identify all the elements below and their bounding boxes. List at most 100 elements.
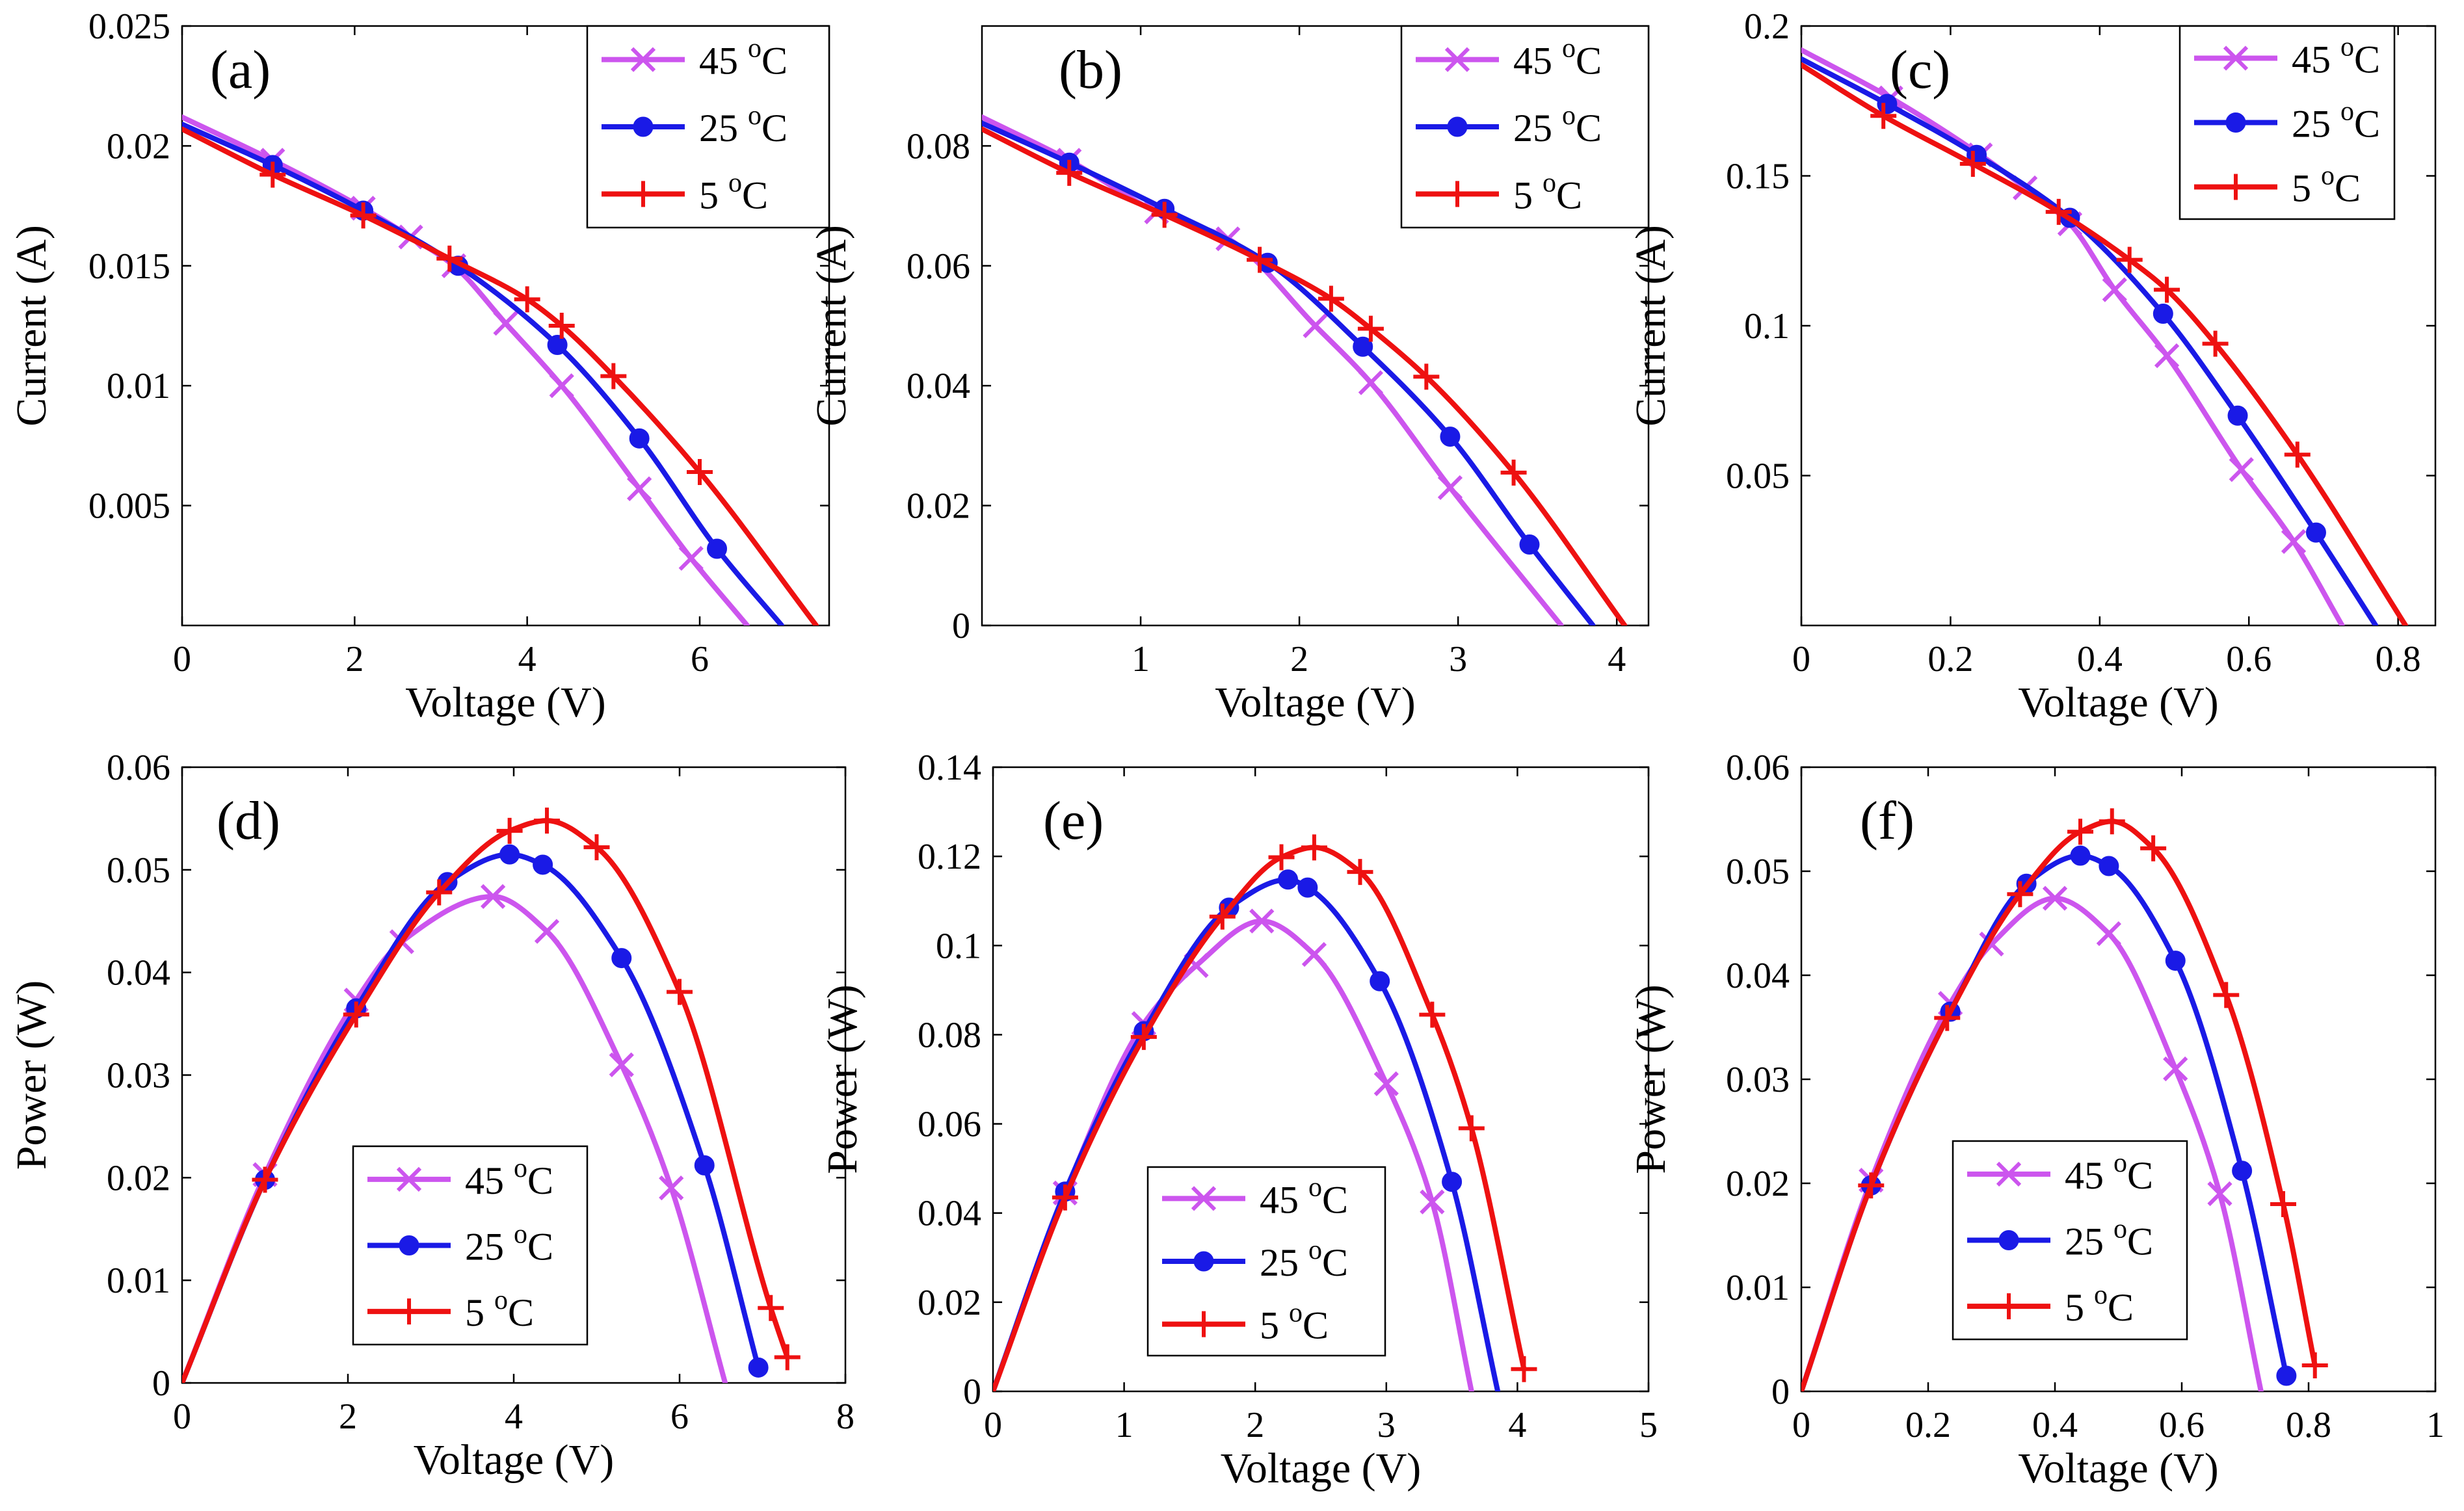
data-point-5C (1419, 1001, 1446, 1028)
data-point-5C (1511, 1356, 1537, 1382)
data-point-45C (1249, 908, 1275, 934)
legend-entry-25C: 25 oC (2065, 1215, 2153, 1263)
data-point-45C (2102, 277, 2127, 302)
data-point-45C (1373, 1071, 1399, 1096)
data-point-5C (2270, 1191, 2296, 1217)
legend-marker-25C (633, 116, 654, 137)
legend: 45 oC 25 oC 5 oC (1400, 25, 1650, 229)
y-tick-label: 0.06 (107, 748, 170, 788)
legend: 45 oC 25 oC 5 oC (352, 1145, 589, 1346)
y-tick-label: 0.04 (907, 366, 970, 406)
series-line-25C (982, 120, 1596, 625)
y-tick-label: 0.04 (918, 1194, 981, 1234)
legend: 45 oC 25 oC 5 oC (1952, 1140, 2188, 1341)
legend-entry-25C: 25 oC (699, 101, 788, 150)
legend-entry-25C: 25 oC (465, 1220, 553, 1268)
data-point-5C (1870, 103, 1897, 129)
data-point-25C (629, 428, 650, 449)
data-point-25C (1278, 869, 1299, 890)
legend-marker-45C (1444, 47, 1470, 72)
legend: 45 oC 25 oC 5 oC (586, 25, 830, 229)
data-point-25C (2070, 845, 2091, 866)
data-point-25C (547, 335, 568, 356)
data-point-45C (678, 545, 704, 571)
data-point-25C (1519, 534, 1540, 555)
x-axis-label: Voltage (V) (2018, 1445, 2219, 1492)
legend-marker-45C (396, 1166, 422, 1192)
y-tick-label: 0.05 (1726, 852, 1790, 892)
data-point-5C (583, 834, 610, 861)
series-line-5C (1801, 819, 2318, 1391)
x-tick-label: 0.8 (2286, 1405, 2331, 1445)
data-point-5C (2099, 808, 2125, 835)
x-tick-label: 2 (1290, 639, 1308, 679)
data-point-25C (2232, 1161, 2253, 1181)
legend-entry-45C: 45 oC (699, 34, 788, 83)
y-tick-label: 0.1 (936, 926, 981, 966)
legend-marker-25C (1998, 1230, 2019, 1250)
data-point-25C (2165, 951, 2186, 971)
data-point-5C (514, 286, 540, 313)
y-tick-label: 0.02 (907, 486, 970, 527)
data-point-25C (1440, 427, 1461, 447)
chart-panel-3: 0 0.2 0.4 0.6 0.8 0.05 0.1 0.15 0.2 Voltage (V) Cu… (1627, 7, 2437, 726)
chart-panel-1: 0 2 4 6 0.005 0.01 0.015 0.02 0.025 Voltage (V) Cu… (8, 7, 830, 726)
legend-marker-45C (630, 47, 656, 72)
data-point-5C (2154, 276, 2180, 303)
x-tick-label: 0 (984, 1405, 1002, 1445)
x-tick-label: 5 (1639, 1405, 1658, 1445)
y-tick-label: 0 (963, 1372, 981, 1412)
data-point-5C (1209, 903, 1236, 930)
legend-marker-5C (630, 181, 656, 207)
series-5C (1801, 62, 2409, 625)
data-point-5C (1052, 1184, 1078, 1211)
x-axis-label: Voltage (V) (405, 679, 606, 726)
legend-entry-5C: 5 oC (2292, 161, 2361, 210)
y-tick-label: 0.2 (1744, 7, 1790, 47)
y-axis-label: Power (W) (1627, 984, 1675, 1174)
legend-entry-5C: 5 oC (2065, 1280, 2134, 1329)
data-point-5C (252, 1166, 278, 1193)
data-point-5C (1247, 246, 1273, 273)
y-tick-label: 0.1 (1744, 306, 1790, 347)
legend-entry-45C: 45 oC (465, 1153, 553, 1202)
data-point-5C (436, 245, 463, 272)
panel-label: (e) (1043, 791, 1104, 851)
data-point-5C (2116, 246, 2143, 273)
data-point-25C (694, 1155, 715, 1176)
data-point-5C (1130, 1023, 1157, 1050)
data-point-5C (2067, 819, 2093, 845)
legend-marker-45C (2223, 46, 2249, 71)
data-point-5C (259, 161, 286, 188)
data-point-45C (481, 884, 506, 909)
x-tick-label: 3 (1377, 1405, 1396, 1445)
legend-entry-25C: 25 oC (2292, 97, 2380, 146)
x-tick-label: 0.2 (1905, 1405, 1951, 1445)
x-axis-label: Voltage (V) (2018, 679, 2219, 726)
data-point-5C (1318, 285, 1344, 312)
y-axis-label: Current (A) (8, 225, 55, 427)
legend-marker-5C (1191, 1311, 1217, 1337)
y-tick-label: 0.04 (107, 953, 170, 993)
x-tick-label: 0.2 (1927, 639, 1973, 679)
y-tick-label: 0.06 (918, 1105, 981, 1145)
y-tick-label: 0.02 (918, 1283, 981, 1323)
data-point-45C (1437, 475, 1463, 501)
chart-panel-4: 0 2 4 6 8 0 0.01 0.02 0.03 0.04 0.05 0.06 Voltage (V… (8, 748, 854, 1484)
legend-entry-45C: 45 oC (2065, 1148, 2153, 1197)
data-point-5C (426, 879, 453, 906)
data-point-5C (1458, 1115, 1485, 1142)
y-tick-label: 0.03 (1726, 1060, 1790, 1100)
chart-panel-5: 0 1 2 3 4 5 0 0.02 0.04 0.06 0.08 0.1 0.12 0.14 Voltag… (819, 748, 1658, 1492)
data-point-5C (1934, 1005, 1961, 1031)
y-tick-label: 0.05 (107, 850, 170, 891)
y-tick-label: 0 (952, 606, 970, 646)
y-tick-label: 0.025 (88, 7, 170, 47)
data-point-5C (774, 1344, 801, 1371)
x-tick-label: 6 (691, 639, 709, 679)
series-line-45C (1801, 47, 2345, 625)
data-point-45C (2281, 529, 2307, 555)
y-tick-label: 0.06 (907, 246, 970, 287)
x-tick-label: 2 (339, 1397, 357, 1437)
data-point-25C (2276, 1365, 2297, 1386)
